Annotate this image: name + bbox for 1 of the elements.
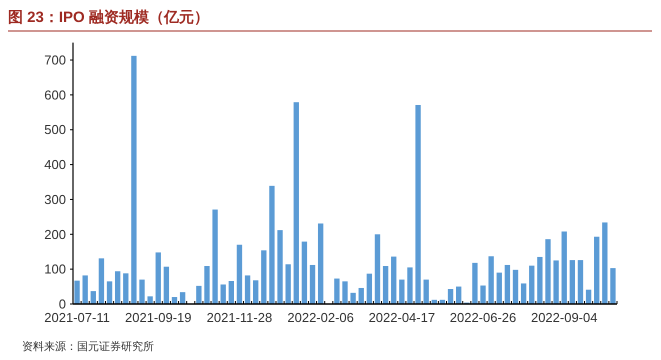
title: 图 23：IPO 融资规模（亿元） xyxy=(8,9,209,26)
